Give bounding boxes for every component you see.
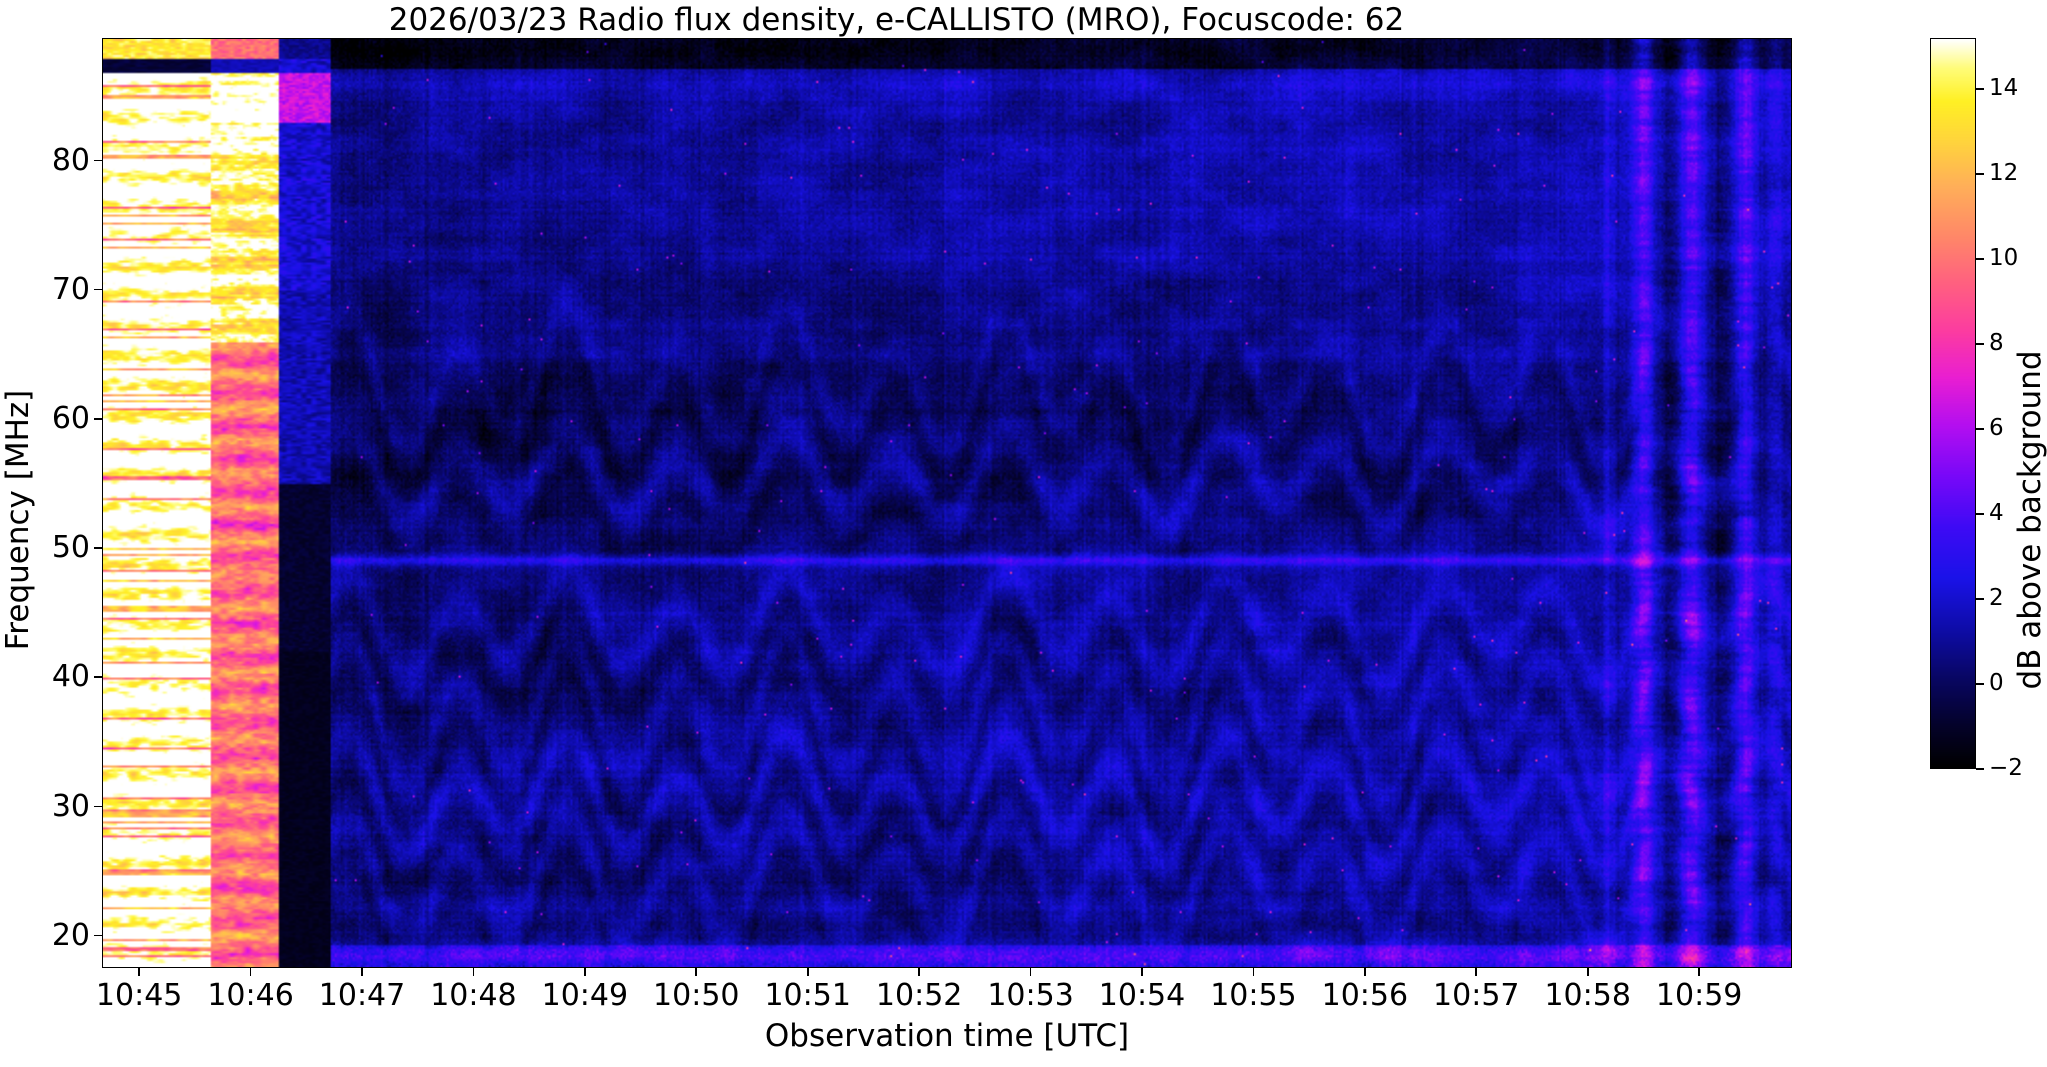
x-tick-mark: [1252, 968, 1255, 976]
spectrogram-image[interactable]: [103, 39, 1791, 967]
x-tick-mark: [472, 968, 475, 976]
x-axis-label: Observation time [UTC]: [764, 1018, 1130, 1054]
colorbar-label: dB above background: [2012, 350, 2047, 690]
x-tick-mark: [361, 968, 363, 976]
x-tick-mark: [138, 968, 140, 976]
x-tick-mark: [1364, 968, 1366, 976]
colorbar-gradient: [1931, 39, 1975, 768]
x-tick-label: 10:52: [875, 978, 963, 1013]
x-tick-mark: [918, 968, 920, 976]
colorbar-tick-label: 6: [1989, 415, 2004, 441]
colorbar-tick-label: 14: [1989, 75, 2019, 101]
colorbar-tick-label: 4: [1989, 500, 2004, 526]
x-tick-label: 10:46: [207, 978, 294, 1013]
x-tick-label: 10:56: [1321, 978, 1409, 1013]
x-tick-mark: [1475, 968, 1478, 976]
y-tick-label: 50: [51, 530, 90, 566]
x-tick-mark: [584, 968, 586, 976]
colorbar-tick-mark: [1976, 768, 1984, 770]
y-tick-mark: [94, 805, 102, 808]
x-tick-label: 10:45: [95, 978, 183, 1013]
x-tick-mark: [1586, 968, 1589, 976]
x-tick-label: 10:48: [430, 978, 517, 1013]
colorbar[interactable]: [1930, 38, 1976, 769]
y-tick-label: 70: [51, 271, 90, 307]
colorbar-tick-mark: [1976, 683, 1984, 685]
x-tick-mark: [1029, 968, 1032, 976]
y-tick-label: 20: [51, 917, 90, 953]
x-tick-label: 10:55: [1210, 978, 1297, 1013]
colorbar-tick-mark: [1976, 88, 1984, 90]
colorbar-wrap: 14 12 10 8 6 4 2 0 −2: [1930, 38, 2023, 781]
x-tick-label: 10:49: [541, 978, 629, 1013]
colorbar-tick-label: −2: [1989, 755, 2023, 781]
colorbar-tick-mark: [1976, 258, 1984, 260]
colorbar-tick-mark: [1976, 173, 1984, 175]
y-tick-mark: [94, 676, 102, 678]
colorbar-tick-label: 12: [1989, 160, 2019, 186]
colorbar-tick-label: 10: [1989, 245, 2019, 271]
x-tick-mark: [695, 968, 698, 976]
x-tick-label: 10:57: [1433, 978, 1520, 1013]
x-tick-mark: [1698, 968, 1700, 976]
y-tick-label: 80: [51, 142, 90, 178]
colorbar-tick-mark: [1976, 428, 1984, 430]
x-tick-label: 10:54: [1098, 978, 1186, 1013]
x-tick-label: 10:47: [318, 978, 406, 1013]
x-tick-label: 10:50: [653, 978, 740, 1013]
y-tick-label: 60: [51, 401, 90, 437]
colorbar-label-wrap: dB above background: [2012, 240, 2047, 800]
y-tick-mark: [94, 418, 102, 420]
y-tick-mark: [94, 159, 102, 162]
x-tick-mark: [249, 968, 252, 976]
colorbar-tick-mark: [1976, 513, 1984, 515]
colorbar-tick-label: 2: [1989, 585, 2004, 611]
colorbar-tick-label: 8: [1989, 330, 2004, 356]
figure-title: 2026/03/23 Radio flux density, e-CALLIST…: [388, 2, 1405, 38]
y-tick-mark: [94, 547, 102, 549]
colorbar-ticks: 14 12 10 8 6 4 2 0 −2: [1976, 38, 2047, 781]
spectrogram-axes[interactable]: [102, 38, 1792, 968]
x-tick-label: 10:53: [987, 978, 1074, 1013]
colorbar-tick-mark: [1976, 598, 1984, 600]
colorbar-tick-label: 0: [1989, 670, 2004, 696]
x-tick-label: 10:59: [1655, 978, 1743, 1013]
y-axis-ticks: 80 70 60 50 40 30 20: [0, 38, 102, 968]
y-tick-label: 40: [51, 659, 90, 695]
x-tick-label: 10:51: [764, 978, 851, 1013]
x-tick-label: 10:58: [1544, 978, 1631, 1013]
x-axis-ticks: 10:45 10:46 10:47 10:48 10:49 10:50 10:51 10:52…: [96, 968, 1792, 1028]
x-tick-mark: [806, 968, 809, 976]
y-tick-mark: [94, 934, 102, 937]
x-tick-mark: [1141, 968, 1143, 976]
colorbar-tick-mark: [1976, 343, 1984, 345]
y-tick-mark: [94, 288, 102, 291]
y-tick-label: 30: [51, 788, 90, 824]
